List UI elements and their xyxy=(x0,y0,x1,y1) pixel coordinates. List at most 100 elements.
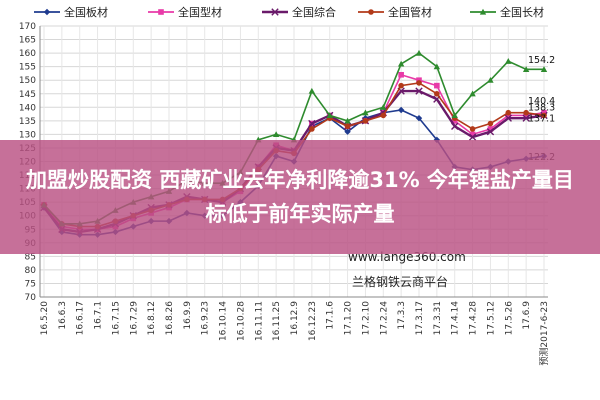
x-tick-label: 17.1.20 xyxy=(344,301,354,336)
x-tick-label: 预测2017-6-23 xyxy=(539,301,550,366)
x-tick-label: 16.7.15 xyxy=(111,301,121,335)
legend-marker-long xyxy=(479,8,487,15)
y-tick-label: 140 xyxy=(19,103,36,113)
data-point-pipe xyxy=(487,120,494,127)
x-tick-label: 16.9.23 xyxy=(201,301,211,335)
legend-item-plate: 全国板材 xyxy=(34,5,108,19)
data-point-pipe xyxy=(541,112,547,119)
data-point-long xyxy=(362,109,369,116)
y-tick-label: 70 xyxy=(25,293,37,303)
data-point-long xyxy=(344,117,351,124)
legend-item-section: 全国型材 xyxy=(148,5,222,19)
data-point-section xyxy=(398,71,404,78)
data-point-pipe xyxy=(416,80,422,86)
x-tick-label: 17.6.9 xyxy=(522,301,532,330)
data-point-long xyxy=(469,90,476,97)
y-tick-label: 80 xyxy=(25,266,37,276)
data-point-long xyxy=(433,63,441,70)
data-point-composite xyxy=(504,114,512,122)
data-point-composite xyxy=(415,87,423,95)
y-tick-label: 135 xyxy=(19,117,36,127)
x-tick-label: 17.1.6 xyxy=(326,301,336,330)
end-label-pipe: 140.4 xyxy=(528,96,555,107)
x-tick-label: 17.4.14 xyxy=(451,301,461,336)
legend-marker-pipe xyxy=(368,9,374,15)
legend-marker-plate xyxy=(43,8,51,16)
x-tick-label: 17.3.31 xyxy=(433,301,443,335)
y-tick-label: 145 xyxy=(19,90,36,100)
x-tick-label: 17.3.17 xyxy=(415,301,425,335)
data-point-long xyxy=(522,66,530,72)
end-label-composite: 137.1 xyxy=(528,113,555,124)
data-point-long xyxy=(308,87,316,94)
x-tick-label: 16.10.14 xyxy=(219,301,229,341)
data-point-composite xyxy=(451,122,459,130)
data-point-long xyxy=(451,112,458,119)
x-tick-label: 17.4.28 xyxy=(469,301,479,336)
data-point-long xyxy=(380,104,387,110)
x-tick-label: 16.8.12 xyxy=(147,301,157,335)
data-point-pipe xyxy=(362,118,369,124)
data-point-plate xyxy=(344,128,351,135)
end-label-long: 154.2 xyxy=(528,55,555,66)
x-tick-label: 16.5.20 xyxy=(40,301,50,336)
data-point-section xyxy=(434,82,440,89)
y-tick-label: 85 xyxy=(25,252,36,262)
y-tick-label: 150 xyxy=(19,76,36,86)
data-point-long xyxy=(415,49,423,56)
x-tick-label: 17.5.12 xyxy=(486,301,496,335)
x-tick-label: 16.7.1 xyxy=(94,301,104,330)
data-point-long xyxy=(505,58,512,64)
y-tick-label: 75 xyxy=(25,279,36,289)
data-point-long xyxy=(487,77,494,83)
data-point-pipe xyxy=(434,90,440,97)
y-tick-label: 130 xyxy=(19,130,36,140)
headline-text: 加盟炒股配资 西藏矿业去年净利降逾31% 今年锂盐产量目标低于前年实际产量 xyxy=(26,168,574,226)
x-tick-label: 16.11.11 xyxy=(254,301,264,341)
end-label-section: 138.3 xyxy=(528,102,555,113)
data-point-plate xyxy=(397,106,405,114)
x-tick-label: 16.12.9 xyxy=(290,301,300,336)
data-point-section xyxy=(487,126,494,132)
legend-item-composite: 全国综合 xyxy=(262,5,336,19)
data-point-composite xyxy=(308,119,316,128)
x-tick-label: 16.8.26 xyxy=(165,301,175,336)
y-tick-label: 160 xyxy=(19,49,36,59)
x-tick-label: 16.10.28 xyxy=(236,301,246,341)
legend-label: 全国长材 xyxy=(500,5,544,19)
data-point-pipe xyxy=(344,123,351,130)
x-tick-label: 17.5.26 xyxy=(504,301,514,336)
legend-label: 全国板材 xyxy=(64,5,108,19)
legend: 全国板材 全国型材 全国综合 全国管材 全国长材 xyxy=(34,5,544,19)
watermark-brand: 兰格钢铁云商平台 xyxy=(352,275,449,289)
x-tick-label: 16.6.17 xyxy=(76,301,86,335)
x-tick-label: 16.7.29 xyxy=(129,301,139,336)
x-tick-label: 17.2.24 xyxy=(379,301,389,336)
data-point-pipe xyxy=(398,82,404,89)
x-tick-label: 16.6.3 xyxy=(58,301,68,330)
legend-item-pipe: 全国管材 xyxy=(358,5,432,19)
x-axis: 16.5.20 16.6.3 16.6.17 16.7.1 16.7.15 16.7.29… xyxy=(40,301,550,366)
legend-label: 全国综合 xyxy=(292,5,336,19)
legend-marker-section xyxy=(158,9,164,15)
data-point-pipe xyxy=(523,109,529,116)
data-point-composite xyxy=(522,114,530,122)
x-tick-label: 16.11.25 xyxy=(272,301,282,341)
data-point-composite xyxy=(486,127,495,136)
data-point-long xyxy=(326,112,333,119)
data-point-pipe xyxy=(505,109,512,116)
data-point-long xyxy=(540,66,548,72)
y-tick-label: 170 xyxy=(19,22,36,32)
x-tick-label: 17.3.3 xyxy=(397,301,407,330)
x-tick-label: 16.12.23 xyxy=(308,301,318,341)
x-tick-label: 17.2.10 xyxy=(361,301,371,336)
legend-label: 全国管材 xyxy=(388,5,432,19)
data-point-plate xyxy=(415,114,423,122)
y-tick-label: 165 xyxy=(19,36,36,46)
x-tick-label: 16.9.9 xyxy=(183,301,193,330)
legend-marker-composite xyxy=(271,8,279,16)
legend-item-long: 全国长材 xyxy=(470,5,544,19)
data-point-pipe xyxy=(469,126,476,132)
